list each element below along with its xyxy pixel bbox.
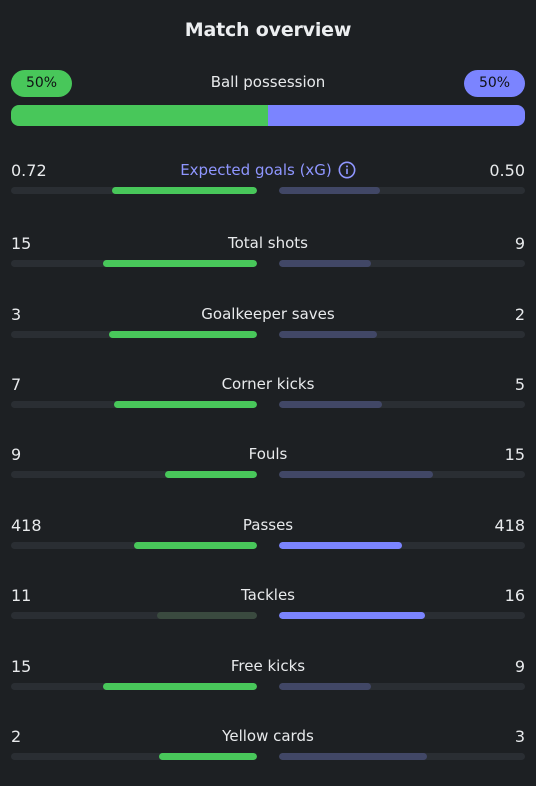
stat-row: 9 Fouls 15 [0, 445, 536, 490]
away-possession-badge: 50% [464, 70, 525, 97]
stat-label: Yellow cards [222, 727, 314, 745]
away-stat-bar-fill [279, 401, 382, 408]
possession-label: Ball possession [210, 73, 326, 91]
away-stat-bar [279, 331, 525, 338]
stat-row: 15 Free kicks 9 [0, 657, 536, 702]
away-stat-value: 418 [494, 516, 525, 535]
stat-label: Goalkeeper saves [201, 305, 335, 323]
stat-label: Expected goals (xG) [180, 161, 332, 179]
home-stat-value: 2 [11, 727, 22, 746]
stat-row: 0.72 Expected goals (xG) 0.50 [0, 161, 536, 206]
home-stat-value: 15 [11, 657, 32, 676]
home-stat-bar [11, 753, 257, 760]
possession-bar [11, 105, 525, 126]
stat-label-container: Tackles [100, 586, 436, 604]
away-stat-bar [279, 753, 525, 760]
home-stat-bar [11, 187, 257, 194]
away-stat-bar [279, 542, 525, 549]
home-stat-bar-fill [164, 471, 257, 478]
away-stat-value: 9 [514, 657, 525, 676]
stat-label: Total shots [228, 234, 308, 252]
home-possession-badge: 50% [11, 70, 72, 97]
away-stat-bar-fill [279, 260, 372, 267]
home-stat-bar [11, 683, 257, 690]
stat-label: Free kicks [230, 657, 306, 675]
home-stat-value: 9 [11, 445, 22, 464]
info-icon[interactable] [338, 161, 356, 179]
home-stat-bar-fill [103, 683, 257, 690]
home-stat-bar-fill [111, 187, 257, 194]
stat-label: Passes [242, 516, 294, 534]
stat-row: 11 Tackles 16 [0, 586, 536, 631]
away-stat-bar [279, 187, 525, 194]
away-stat-bar [279, 683, 525, 690]
home-stat-bar-fill [156, 612, 257, 619]
stat-label-container: Fouls [100, 445, 436, 463]
home-stat-bar [11, 471, 257, 478]
away-stat-bar [279, 401, 525, 408]
home-stat-bar [11, 542, 257, 549]
away-stat-bar-fill [279, 683, 372, 690]
home-stat-bar-fill [158, 753, 257, 760]
away-stat-bar [279, 471, 525, 478]
home-stat-value: 418 [11, 516, 42, 535]
home-stat-bar [11, 612, 257, 619]
stat-row: 418 Passes 418 [0, 516, 536, 561]
stat-row: 7 Corner kicks 5 [0, 375, 536, 420]
away-stat-bar-fill [279, 331, 378, 338]
home-stat-value: 3 [11, 305, 22, 324]
away-stat-value: 15 [504, 445, 525, 464]
stat-row: 15 Total shots 9 [0, 234, 536, 279]
stat-label: Corner kicks [221, 375, 315, 393]
home-stat-value: 0.72 [11, 161, 47, 180]
stat-label-container[interactable]: Expected goals (xG) [100, 161, 436, 179]
home-stat-bar-fill [134, 542, 257, 549]
possession-bar-away [268, 105, 525, 126]
away-stat-bar-fill [279, 612, 425, 619]
page-title: Match overview [184, 19, 352, 41]
home-stat-value: 11 [11, 586, 32, 605]
away-stat-bar-fill [279, 187, 380, 194]
stat-row: 2 Yellow cards 3 [0, 727, 536, 772]
away-stat-value: 2 [514, 305, 525, 324]
away-stat-bar [279, 260, 525, 267]
home-stat-bar [11, 260, 257, 267]
stat-label-container: Passes [100, 516, 436, 534]
home-stat-bar-fill [103, 260, 257, 267]
away-stat-value: 5 [514, 375, 525, 394]
stat-label-container: Total shots [100, 234, 436, 252]
stat-label-container: Yellow cards [100, 727, 436, 745]
stat-label-container: Corner kicks [100, 375, 436, 393]
home-stat-bar [11, 331, 257, 338]
away-stat-bar-fill [279, 542, 402, 549]
away-stat-bar-fill [279, 753, 427, 760]
home-stat-bar [11, 401, 257, 408]
home-stat-value: 15 [11, 234, 32, 253]
away-stat-bar [279, 612, 525, 619]
away-stat-value: 9 [514, 234, 525, 253]
stat-label: Tackles [240, 586, 296, 604]
away-stat-value: 0.50 [489, 161, 525, 180]
stat-row: 3 Goalkeeper saves 2 [0, 305, 536, 350]
home-stat-bar-fill [109, 331, 257, 338]
away-stat-bar-fill [279, 471, 433, 478]
home-stat-value: 7 [11, 375, 22, 394]
away-stat-value: 16 [504, 586, 525, 605]
stat-label: Fouls [248, 445, 288, 463]
possession-bar-home [11, 105, 268, 126]
home-stat-bar-fill [113, 401, 257, 408]
stat-label-container: Goalkeeper saves [100, 305, 436, 323]
away-stat-value: 3 [514, 727, 525, 746]
stat-label-container: Free kicks [100, 657, 436, 675]
